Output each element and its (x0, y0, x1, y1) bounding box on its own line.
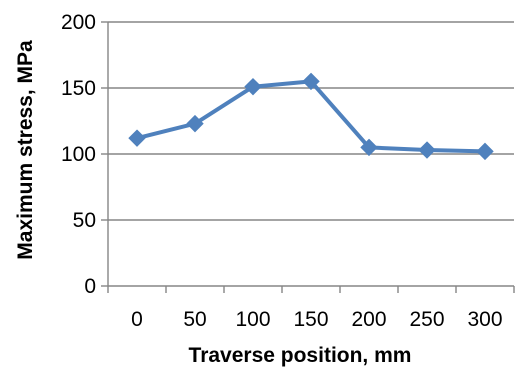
y-tick-label-150: 150 (61, 77, 96, 100)
data-point-0 (128, 129, 146, 147)
x-tick-label-200: 200 (351, 308, 386, 331)
x-tick-label-150: 150 (293, 308, 328, 331)
axes (101, 21, 515, 293)
x-tick-label-250: 250 (409, 308, 444, 331)
y-tick-label-200: 200 (61, 11, 96, 34)
y-tick-label-50: 50 (73, 209, 96, 232)
data-point-250 (418, 141, 436, 159)
data-series (128, 72, 494, 161)
data-point-200 (360, 138, 378, 157)
x-tick-labels: 0 50 100 150 200 250 300 (131, 308, 502, 331)
y-tick-labels: 0 50 100 150 200 (61, 11, 96, 298)
data-point-150 (302, 72, 320, 91)
data-point-300 (476, 142, 494, 161)
gridlines (108, 21, 514, 221)
x-tick-label-100: 100 (235, 308, 270, 331)
data-point-100 (244, 77, 262, 96)
y-tick-label-0: 0 (84, 275, 96, 298)
y-axis-title: Maximum stress, MPa (14, 40, 37, 260)
series-line-0 (135, 79, 487, 154)
x-tick-label-0: 0 (131, 308, 143, 331)
y-tick-label-100: 100 (61, 143, 96, 166)
data-point-50 (186, 114, 204, 133)
x-tick-label-50: 50 (183, 308, 206, 331)
x-tick-label-300: 300 (467, 308, 502, 331)
x-axis-title: Traverse position, mm (189, 344, 412, 367)
